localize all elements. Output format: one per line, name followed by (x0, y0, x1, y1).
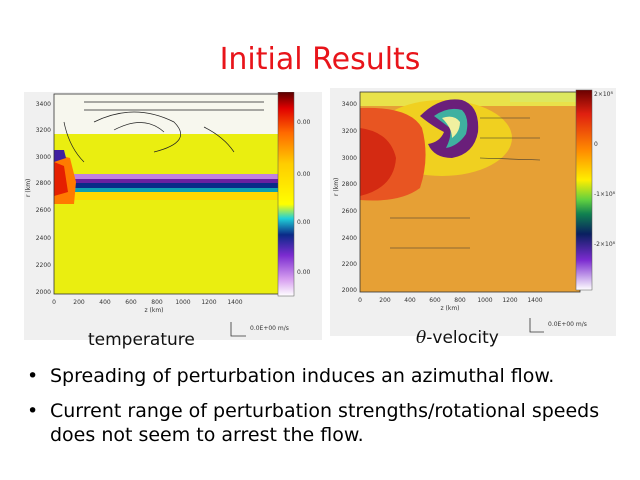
svg-text:2600: 2600 (36, 207, 51, 214)
svg-text:2000: 2000 (36, 289, 51, 296)
temperature-colorbar (277, 92, 295, 297)
theta-velocity-scale-marker: 0.0E+00 m/s (529, 318, 587, 333)
svg-text:0: 0 (52, 299, 56, 306)
layer-purple (72, 179, 280, 183)
theta-velocity-x-axis-label: z (km) (440, 305, 459, 312)
svg-text:3000: 3000 (342, 155, 357, 162)
svg-text:3400: 3400 (342, 101, 357, 108)
svg-text:-2×10⁸: -2×10⁸ (594, 241, 616, 248)
svg-text:200: 200 (379, 297, 391, 304)
svg-text:3000: 3000 (36, 154, 51, 161)
svg-text:0.0E+00 m/s: 0.0E+00 m/s (250, 325, 289, 332)
temperature-caption: temperature (88, 330, 195, 350)
svg-text:3200: 3200 (36, 127, 51, 134)
svg-text:1000: 1000 (175, 299, 190, 306)
svg-text:0.00: 0.00 (297, 119, 311, 126)
svg-text:2400: 2400 (342, 235, 357, 242)
svg-text:1400: 1400 (227, 299, 242, 306)
theta-symbol: θ (416, 328, 427, 348)
temperature-y-ticks: 3400 3200 3000 2800 2600 2400 2200 2000 (36, 101, 51, 296)
svg-text:800: 800 (454, 297, 466, 304)
svg-text:2600: 2600 (342, 208, 357, 215)
layer-yellow-orange (72, 192, 280, 200)
bullet-dot: • (27, 365, 39, 387)
velocity-arrows (63, 101, 264, 163)
svg-text:1200: 1200 (502, 297, 517, 304)
theta-velocity-arrows (390, 117, 541, 249)
svg-text:1000: 1000 (477, 297, 492, 304)
svg-text:2200: 2200 (342, 261, 357, 268)
svg-text:1400: 1400 (527, 297, 542, 304)
temperature-plot: 3400 3200 3000 2800 2600 2400 2200 2000 … (25, 92, 311, 337)
svg-text:2800: 2800 (36, 180, 51, 187)
svg-text:800: 800 (151, 299, 163, 306)
theta-velocity-y-ticks: 3400 3200 3000 2800 2600 2400 2200 2000 (342, 101, 357, 294)
temperature-x-ticks: 0 200 400 600 800 1000 1200 1400 (52, 299, 243, 306)
bullet-text: Current range of perturbation strengths/… (50, 400, 600, 446)
bullet-dot: • (27, 400, 39, 422)
svg-text:2×10⁸: 2×10⁸ (594, 91, 613, 98)
temperature-x-axis-label: z (km) (144, 307, 163, 314)
svg-text:3200: 3200 (342, 128, 357, 135)
bullet-item: • Current range of perturbation strength… (24, 399, 624, 447)
svg-text:400: 400 (99, 299, 111, 306)
temperature-y-axis-label: r (km) (25, 179, 32, 197)
theta-velocity-red-core (360, 128, 396, 196)
svg-text:1200: 1200 (201, 299, 216, 306)
theta-velocity-caption: θ-velocity (416, 328, 499, 348)
bullet-list: • Spreading of perturbation induces an a… (24, 364, 624, 458)
svg-text:600: 600 (429, 297, 441, 304)
svg-text:400: 400 (404, 297, 416, 304)
theta-velocity-figure-panel: 3400 3200 3000 2800 2600 2400 2200 2000 … (330, 88, 616, 336)
theta-velocity-vortex-center (442, 116, 460, 138)
svg-text:600: 600 (125, 299, 137, 306)
bullet-text: Spreading of perturbation induces an azi… (50, 365, 555, 387)
svg-text:2000: 2000 (342, 287, 357, 294)
theta-velocity-caption-text: -velocity (426, 328, 499, 348)
temperature-edge-band (54, 150, 66, 162)
theta-velocity-x-ticks: 0 200 400 600 800 1000 1200 1400 (358, 297, 543, 304)
bullet-item: • Spreading of perturbation induces an a… (24, 364, 624, 388)
svg-text:0.00: 0.00 (297, 269, 311, 276)
svg-text:-1×10⁸: -1×10⁸ (594, 191, 616, 198)
svg-text:0.00: 0.00 (297, 171, 311, 178)
temperature-hottest-region (54, 162, 68, 196)
temperature-figure-panel: 3400 3200 3000 2800 2600 2400 2200 2000 … (24, 92, 322, 340)
svg-text:0.00: 0.00 (297, 219, 311, 226)
svg-text:3400: 3400 (36, 101, 51, 108)
layer-cyan (72, 188, 280, 192)
theta-velocity-top-right (510, 92, 580, 102)
theta-velocity-colorbar (575, 89, 593, 291)
layer-violet (72, 174, 280, 179)
theta-velocity-colorbar-ticks: 2×10⁸ 0 -1×10⁸ -2×10⁸ (594, 91, 616, 248)
svg-text:2400: 2400 (36, 235, 51, 242)
svg-text:200: 200 (73, 299, 85, 306)
svg-text:2200: 2200 (36, 262, 51, 269)
layer-blue (72, 183, 280, 188)
temperature-scale-marker: 0.0E+00 m/s (230, 322, 289, 337)
svg-text:0: 0 (594, 141, 598, 148)
theta-velocity-y-axis-label: r (km) (333, 178, 340, 196)
svg-text:0.0E+00 m/s: 0.0E+00 m/s (548, 321, 587, 328)
svg-text:2800: 2800 (342, 181, 357, 188)
svg-text:0: 0 (358, 297, 362, 304)
temperature-upper-region (54, 94, 280, 134)
temperature-colorbar-ticks: 0.00 0.00 0.00 0.00 (297, 119, 311, 276)
slide-title: Initial Results (219, 42, 421, 77)
theta-velocity-plot: 3400 3200 3000 2800 2600 2400 2200 2000 … (333, 89, 616, 333)
